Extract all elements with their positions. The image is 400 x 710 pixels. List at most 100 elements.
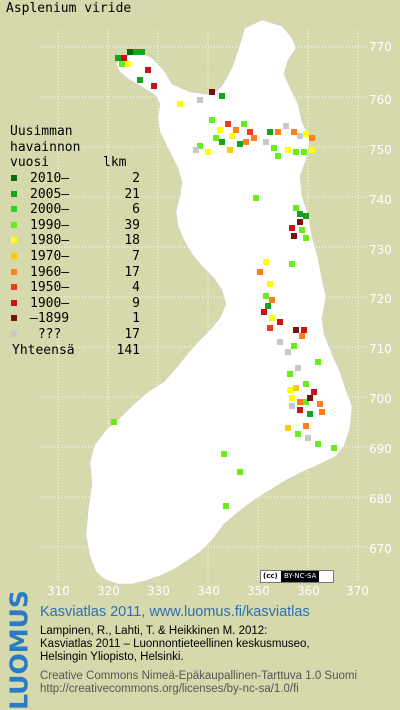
observation-square	[265, 303, 271, 309]
observation-square	[277, 319, 283, 325]
legend-label: –1899	[30, 311, 70, 327]
legend-label: 1950–	[30, 280, 70, 296]
observation-square	[247, 129, 253, 135]
observation-square	[291, 343, 297, 349]
observation-square	[133, 49, 139, 55]
observation-square	[193, 147, 199, 153]
observation-square	[267, 129, 273, 135]
observation-square	[297, 211, 303, 217]
legend-swatch	[11, 206, 17, 213]
observation-square	[297, 399, 303, 405]
observation-square	[269, 297, 275, 303]
easting-label: 350	[247, 584, 270, 598]
observation-square	[151, 83, 157, 89]
easting-label: 320	[97, 584, 120, 598]
legend-count: 39	[124, 217, 140, 233]
observation-square	[309, 135, 315, 141]
legend-count: 6	[132, 202, 140, 218]
observation-square	[289, 261, 295, 267]
legend-swatch	[11, 284, 17, 291]
observation-square	[263, 259, 269, 265]
legend-count: 2	[132, 171, 140, 186]
observation-square	[297, 407, 303, 413]
legend-heading-line-1: Uusimman	[10, 124, 73, 139]
legend-row: 1960– 17	[10, 265, 140, 281]
legend-label: 1900–	[30, 295, 70, 311]
northing-label: 760	[369, 93, 392, 107]
observation-square	[295, 431, 301, 437]
legend-total-count: 141	[116, 342, 140, 358]
observation-square	[263, 139, 269, 145]
observation-square	[293, 149, 299, 155]
legend-label: 1970–	[30, 248, 70, 264]
observation-square	[139, 49, 145, 55]
observation-square	[271, 145, 277, 151]
observation-square	[303, 131, 309, 137]
observation-square	[269, 315, 275, 321]
observation-square	[301, 327, 307, 333]
legend-swatch	[11, 237, 17, 244]
legend-row: 1970– 7	[10, 249, 140, 265]
observation-square	[291, 233, 297, 239]
legend-row: 1990– 39	[10, 218, 140, 234]
observation-square	[229, 133, 235, 139]
northing-label: 710	[369, 342, 392, 356]
legend-swatch	[11, 315, 17, 322]
observation-square	[115, 55, 121, 61]
observation-square	[237, 141, 243, 147]
observation-square	[111, 419, 117, 425]
legend-count: 7	[132, 248, 140, 264]
legend: 2010– 2 2005– 21 2000– 6 1990– 39 1980– 18 19…	[10, 171, 140, 359]
license-url[interactable]: http://creativecommons.org/licenses/by-n…	[40, 683, 299, 695]
observation-square	[295, 365, 301, 371]
license-text: Creative Commons Nimeä-Epäkaupallinen-Ta…	[40, 670, 358, 682]
observation-square	[205, 149, 211, 155]
legend-total-row: Yhteensä 141	[10, 343, 140, 359]
atlas-title-link[interactable]: Kasviatlas 2011, www.luomus.fi/kasviatla…	[40, 604, 310, 620]
luomus-logo: LUOMUS	[5, 590, 34, 710]
observation-square	[315, 359, 321, 365]
observation-square	[283, 123, 289, 129]
easting-label: 360	[297, 584, 320, 598]
observation-square	[285, 349, 291, 355]
observation-square	[197, 97, 203, 103]
license-terms: BY-NC-SA	[281, 571, 320, 582]
northing-label: 730	[369, 243, 392, 257]
observation-square	[209, 117, 215, 123]
legend-row: 1900– 9	[10, 296, 140, 312]
finland-outline	[85, 19, 353, 585]
observation-square	[241, 121, 247, 127]
legend-swatch	[11, 299, 17, 306]
observation-square	[209, 89, 215, 95]
easting-label: 330	[147, 584, 170, 598]
legend-label: 1990–	[30, 217, 70, 233]
legend-swatch	[11, 330, 17, 337]
cc-license-badge[interactable]: (cc) BY-NC-SA	[260, 570, 334, 583]
legend-row: 2010– 2	[10, 171, 140, 187]
legend-count: 1	[132, 311, 140, 327]
observation-square	[293, 205, 299, 211]
legend-swatch	[11, 268, 17, 275]
observation-square	[127, 49, 133, 55]
observation-square	[237, 469, 243, 475]
observation-square	[317, 401, 323, 407]
observation-square	[277, 339, 283, 345]
observation-square	[125, 61, 131, 67]
legend-row: ??? 17	[10, 327, 140, 343]
observation-square	[267, 281, 273, 287]
observation-square	[289, 225, 295, 231]
legend-total-label: Yhteensä	[12, 342, 75, 358]
observation-square	[303, 235, 309, 241]
observation-square	[225, 121, 231, 127]
observation-square	[251, 135, 257, 141]
observation-square	[119, 61, 125, 67]
citation-line-1: Lampinen, R., Lahti, T. & Heikkinen M. 2…	[40, 625, 268, 637]
observation-square	[137, 77, 143, 83]
legend-swatch	[11, 221, 17, 228]
observation-square	[307, 411, 313, 417]
northing-label: 750	[369, 143, 392, 157]
observation-square	[275, 153, 281, 159]
observation-square	[287, 371, 293, 377]
legend-label: 2005–	[30, 186, 70, 202]
credits: Kasviatlas 2011, www.luomus.fi/kasviatla…	[40, 604, 357, 696]
